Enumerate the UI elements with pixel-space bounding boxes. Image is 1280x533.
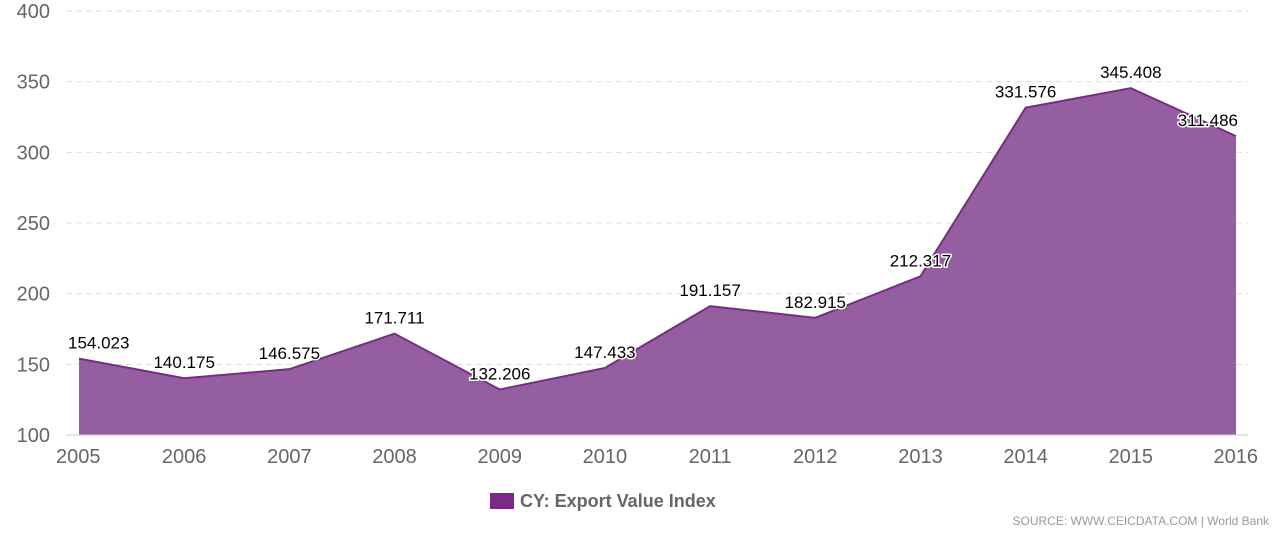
x-axis: 2005 2006 2007 2008 2009 2010 2011 2012 2013 2014… [56, 446, 1258, 468]
x-tick-label: 2015 [1109, 446, 1154, 468]
data-label: 331.576 [995, 83, 1056, 102]
data-label: 147.433 [574, 343, 635, 362]
y-tick-label: 150 [17, 354, 50, 376]
x-tick-label: 2010 [583, 446, 628, 468]
x-tick-label: 2005 [56, 446, 101, 468]
y-axis: 100 150 200 250 300 350 400 [17, 1, 50, 447]
y-tick-label: 400 [17, 1, 50, 23]
data-label: 146.575 [259, 344, 320, 363]
data-label: 132.206 [469, 364, 530, 383]
data-label: 311.486 [1178, 111, 1238, 130]
series-line [78, 87, 1237, 391]
data-label: 182.915 [785, 293, 846, 312]
data-label: 191.157 [679, 281, 740, 300]
x-tick-label: 2016 [1214, 446, 1259, 468]
data-label: 154.023 [68, 334, 129, 353]
x-tick-label: 2013 [898, 446, 943, 468]
x-tick-label: 2014 [1003, 446, 1048, 468]
data-label: 345.408 [1100, 63, 1161, 82]
y-tick-label: 100 [17, 425, 50, 447]
source-note: SOURCE: WWW.CEICDATA.COM | World Bank [1012, 514, 1269, 528]
x-tick-label: 2009 [477, 446, 522, 468]
area-fill [79, 88, 1236, 436]
y-tick-label: 350 [17, 72, 50, 94]
x-tick-label: 2008 [372, 446, 417, 468]
data-label: 140.175 [153, 353, 214, 372]
y-tick-label: 300 [17, 142, 50, 164]
x-tick-label: 2007 [267, 446, 312, 468]
y-tick-label: 200 [17, 284, 50, 306]
y-tick-label: 250 [17, 213, 50, 235]
series-area [66, 87, 1248, 436]
x-tick-label: 2006 [162, 446, 207, 468]
legend-swatch [490, 493, 514, 509]
x-tick-label: 2011 [689, 446, 732, 468]
legend[interactable]: CY: Export Value Index [490, 489, 716, 513]
data-label: 171.711 [364, 309, 424, 328]
legend-label: CY: Export Value Index [520, 490, 716, 511]
data-labels: 154.023 140.175 146.575 171.711 132.206 147.4… [67, 62, 1240, 385]
data-label: 212.317 [890, 251, 951, 270]
x-tick-label: 2012 [793, 446, 838, 468]
